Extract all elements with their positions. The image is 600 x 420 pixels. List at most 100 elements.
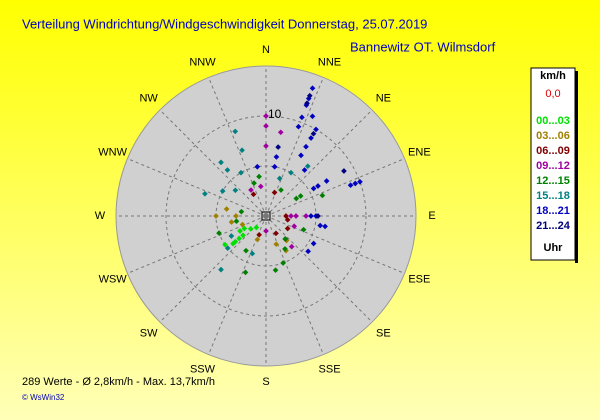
wind-point <box>253 224 260 231</box>
wind-point <box>249 250 256 257</box>
wind-point <box>308 213 314 219</box>
wind-point <box>273 241 280 248</box>
legend-footer: Uhr <box>544 242 564 254</box>
wind-point <box>238 169 244 176</box>
wind-point <box>284 216 291 223</box>
wind-point <box>218 266 224 273</box>
wind-point <box>309 113 316 120</box>
wind-point <box>282 236 289 242</box>
wind-point <box>323 178 330 184</box>
wind-point <box>347 182 354 189</box>
wind-point <box>322 223 328 230</box>
center-marker <box>261 211 271 221</box>
legend-label: 21...24 <box>536 220 571 232</box>
wind-point <box>223 206 230 212</box>
wind-point <box>278 187 284 193</box>
wind-point <box>301 167 308 173</box>
wind-point <box>308 135 314 141</box>
direction-label: N <box>262 44 270 56</box>
wind-point <box>271 163 278 170</box>
wind-point <box>224 245 231 251</box>
direction-label: SW <box>140 327 158 339</box>
wind-point <box>298 152 304 159</box>
wind-point <box>297 193 304 199</box>
wind-point <box>273 154 280 160</box>
wind-point <box>256 173 262 180</box>
direction-label: WNW <box>98 146 127 158</box>
wind-point <box>288 169 294 176</box>
wind-point <box>277 129 284 136</box>
spoke <box>265 109 373 217</box>
wind-point <box>250 191 257 198</box>
wind-point <box>238 208 245 215</box>
wind-point <box>319 192 326 199</box>
wind-point <box>233 213 239 219</box>
wind-point <box>310 130 317 137</box>
wind-point <box>272 267 279 273</box>
wind-point <box>216 230 222 236</box>
wind-point <box>232 128 239 135</box>
wind-point <box>310 185 317 192</box>
spoke <box>265 215 324 355</box>
wind-point <box>248 187 254 193</box>
legend-label: 12...15 <box>536 175 570 187</box>
direction-label: S <box>262 376 269 388</box>
direction-label: SSW <box>190 363 216 375</box>
direction-label: W <box>95 210 106 222</box>
wind-point <box>300 226 307 233</box>
wind-point <box>303 213 309 219</box>
direction-label: ESE <box>408 273 430 285</box>
wind-point <box>275 144 281 150</box>
wind-point <box>232 187 239 194</box>
spoke <box>159 109 267 217</box>
wind-point <box>315 183 321 189</box>
direction-label: NNE <box>318 57 341 69</box>
wind-point <box>352 180 359 187</box>
legend-shadow <box>575 71 578 263</box>
spoke <box>265 215 405 274</box>
wind-point <box>276 175 283 182</box>
wind-point <box>213 213 219 219</box>
wind-point <box>304 100 310 107</box>
wind-point <box>263 143 269 149</box>
spoke <box>159 215 267 323</box>
wind-point <box>239 147 245 154</box>
wind-point <box>224 167 231 173</box>
wind-point <box>284 225 291 232</box>
legend-label: 03...06 <box>536 130 570 142</box>
wind-point <box>240 232 246 239</box>
spoke <box>265 158 405 217</box>
r-tick-label: 10 <box>268 107 282 121</box>
summary: 289 Werte - Ø 2,8km/h - Max. 13,7km/h <box>22 376 215 388</box>
direction-label: NE <box>376 93 391 105</box>
wind-point <box>271 189 278 196</box>
spoke <box>265 215 373 323</box>
wind-point <box>254 236 261 243</box>
wind-point <box>303 143 309 150</box>
legend-calm: 0,0 <box>545 88 560 100</box>
chart-subtitle: Bannewitz OT. Wilmsdorf <box>350 39 496 54</box>
wind-point <box>288 213 294 219</box>
wind-point <box>228 233 235 239</box>
legend-label: 06...09 <box>536 145 570 157</box>
wind-point <box>241 225 248 232</box>
wind-point <box>247 226 254 232</box>
wind-point <box>282 246 288 252</box>
wind-point <box>273 230 279 237</box>
direction-label: WSW <box>99 273 128 285</box>
wind-point <box>222 241 228 248</box>
wind-point <box>237 228 243 234</box>
wind-point <box>357 178 363 185</box>
wind-point <box>256 231 262 238</box>
legend-label: 09...12 <box>536 160 570 172</box>
wind-point <box>218 159 224 166</box>
wind-point <box>202 190 208 197</box>
wind-point <box>280 260 286 266</box>
wind-point <box>243 247 249 254</box>
chart-title: Verteilung Windrichtung/Windgeschwindigk… <box>22 16 427 31</box>
wind-point <box>293 213 299 219</box>
wind-point <box>219 188 226 194</box>
wind-point <box>263 113 269 119</box>
direction-label: SSE <box>319 363 341 375</box>
